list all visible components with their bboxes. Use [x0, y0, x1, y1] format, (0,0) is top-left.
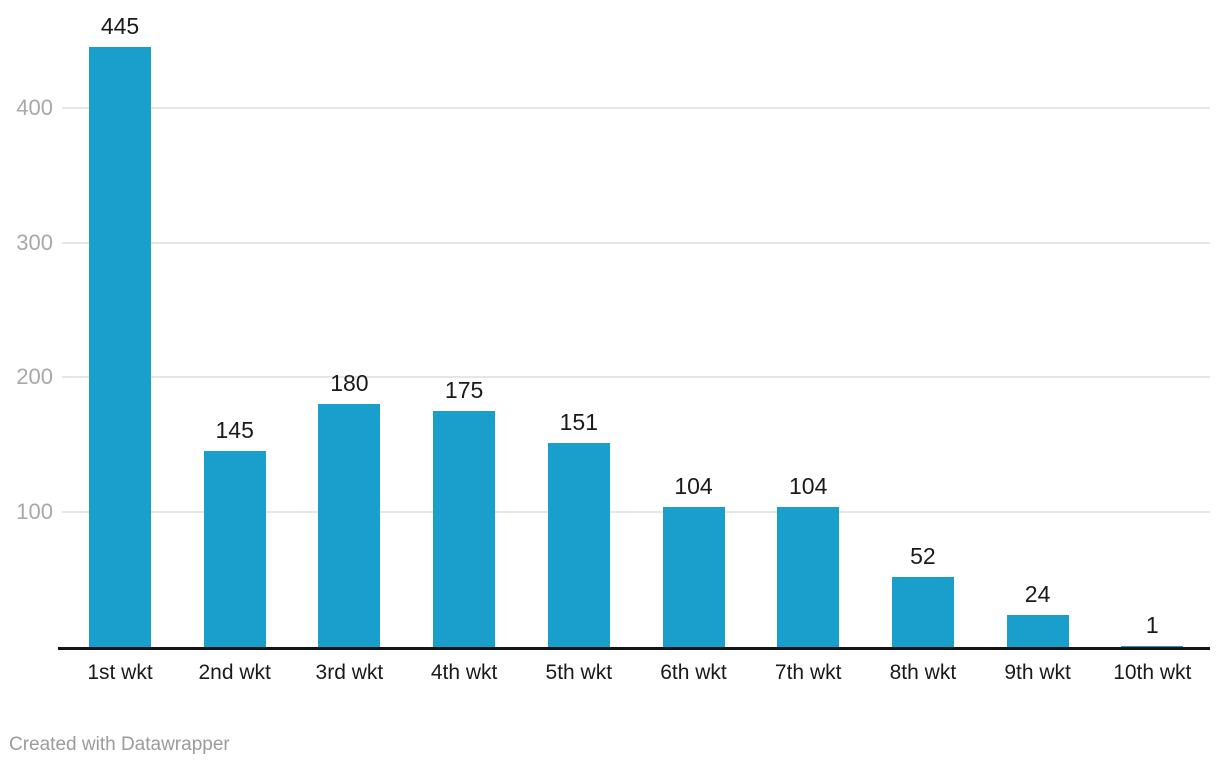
bar [891, 577, 954, 647]
bar [318, 404, 381, 647]
gridline [62, 241, 1210, 244]
bar [433, 411, 496, 647]
gridline [62, 376, 1210, 379]
x-tick-label: 3rd wkt [315, 661, 384, 684]
x-tick-label: 2nd wkt [198, 661, 271, 684]
bar-value-label: 445 [100, 13, 140, 39]
bar-value-label: 104 [674, 473, 713, 499]
x-tick-label: 9th wkt [1004, 661, 1071, 684]
bar-chart: 100 200 300 400 445 1st wkt 145 2nd wkt 180 3rd … [16, 0, 1210, 684]
bar [203, 451, 266, 647]
y-tick-label: 300 [16, 229, 53, 255]
bar-value-label: 24 [1024, 581, 1051, 607]
bar [662, 507, 725, 647]
x-tick-label: 4th wkt [430, 661, 498, 684]
bar-value-label: 175 [444, 377, 484, 403]
bar-value-label: 1 [1145, 612, 1159, 638]
gridline [62, 511, 1210, 514]
bar [1006, 615, 1069, 647]
x-tick-label: 6th wkt [660, 661, 727, 684]
y-tick-label: 400 [16, 94, 53, 120]
bar [1121, 646, 1184, 647]
bar [547, 443, 610, 647]
x-tick-label: 10th wkt [1113, 661, 1192, 684]
x-tick-label: 7th wkt [774, 661, 842, 684]
bar-value-label: 104 [789, 473, 828, 499]
y-tick-label: 200 [16, 364, 53, 390]
x-tick-label: 8th wkt [889, 661, 957, 684]
gridline [62, 106, 1210, 109]
bar-value-label: 145 [215, 417, 254, 443]
bar-value-label: 151 [559, 409, 598, 435]
bar [777, 507, 840, 647]
bar-value-label: 52 [910, 543, 936, 569]
datawrapper-credit-link[interactable]: Created with Datawrapper [9, 734, 230, 755]
bar-value-label: 180 [330, 370, 369, 396]
x-tick-label: 5th wkt [545, 661, 613, 684]
y-tick-label: 100 [16, 499, 53, 525]
x-tick-label: 1st wkt [87, 661, 153, 684]
bar [89, 47, 151, 647]
plot-area: 445 1st wkt 145 2nd wkt 180 3rd wkt 175 4th wkt… [58, 0, 1210, 684]
